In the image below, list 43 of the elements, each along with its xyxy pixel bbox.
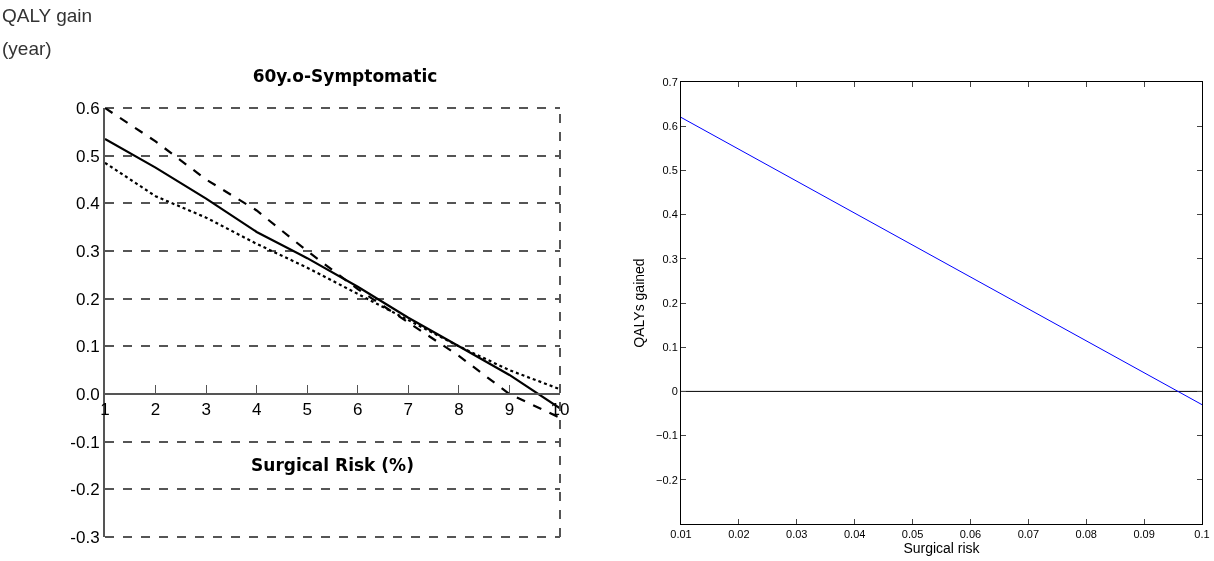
y-tick-label: 0.2	[662, 296, 678, 309]
x-tick-label: 8	[454, 400, 464, 420]
x-tick-label: 0.03	[786, 528, 808, 541]
x-tick-label: 0.02	[728, 528, 750, 541]
y-tick-label: 0.3	[75, 241, 100, 261]
chart-title: 60y.o-Symptomatic	[252, 65, 438, 86]
y-tick-label: 0.0	[75, 384, 100, 404]
y-tick-label: 0.3	[662, 252, 678, 265]
y-tick-label: 0.7	[662, 75, 678, 88]
x-tick-label: 0.05	[901, 528, 924, 541]
x-tick-label: 5	[302, 400, 312, 420]
y-tick-label: 0.6	[75, 98, 100, 118]
x-tick-label: 0.01	[670, 528, 692, 541]
x-tick-label: 0.06	[959, 528, 982, 541]
x-tick-label: 0.08	[1075, 528, 1097, 541]
y-tick-label: 0.1	[75, 337, 100, 357]
y-tick-label: 0.2	[75, 289, 100, 309]
x-tick-label: 6	[353, 400, 363, 420]
x-tick-label: 2	[150, 400, 161, 420]
y-tick-label: 0.1	[662, 341, 678, 354]
y-axis-title: QALY gain (year)	[2, 5, 93, 59]
y-tick-label: −0.1	[656, 429, 678, 442]
y-tick-label: −0.2	[656, 473, 678, 486]
y-tick-label: 0.4	[662, 208, 678, 221]
x-tick-label: 4	[251, 400, 262, 420]
y-tick-label: -0.1	[70, 432, 100, 452]
x-tick-label: 9	[504, 400, 515, 420]
y-tick-label: 0	[671, 385, 678, 398]
x-axis-title: Surgical risk	[903, 540, 981, 557]
y-tick-label: 0.5	[662, 164, 678, 177]
x-tick-label: 0.1	[1194, 528, 1210, 541]
x-tick-label: 3	[201, 400, 211, 420]
y-tick-label: 0.5	[75, 146, 100, 166]
x-tick-label: 0.09	[1133, 528, 1155, 541]
y-tick-label: -0.2	[70, 480, 100, 500]
x-tick-label: 0.04	[843, 528, 866, 541]
x-tick-label: 7	[403, 400, 414, 420]
x-tick-label: 0.07	[1017, 528, 1040, 541]
y-tick-label: 0.6	[662, 120, 678, 133]
y-tick-label: -0.3	[70, 527, 100, 547]
y-axis-title: QALYs gained	[630, 258, 647, 348]
x-axis-title: Surgical Risk (%)	[251, 455, 414, 476]
y-tick-label: 0.4	[75, 194, 100, 214]
